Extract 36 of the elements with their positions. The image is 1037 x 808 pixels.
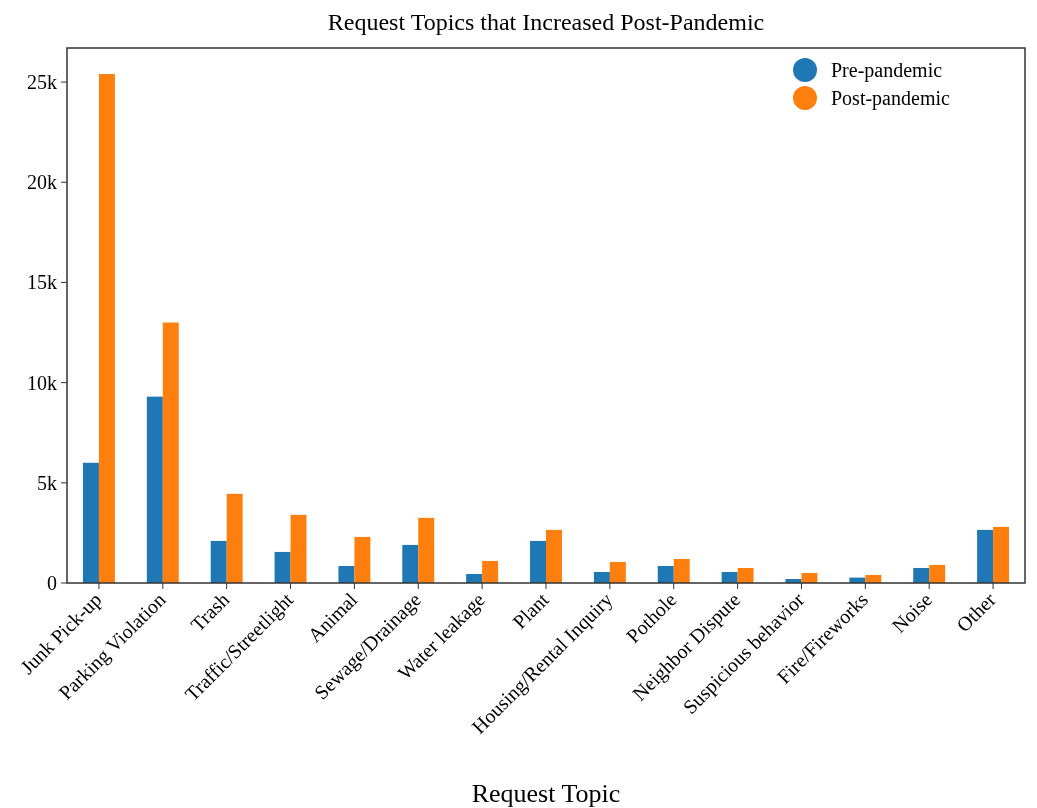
chart-title: Request Topics that Increased Post-Pandemic bbox=[327, 9, 765, 35]
legend-label: Pre-pandemic bbox=[831, 59, 943, 82]
bar bbox=[801, 572, 818, 583]
x-axis-title: Request Topic bbox=[471, 779, 621, 808]
bar bbox=[338, 565, 355, 583]
bar bbox=[977, 529, 994, 583]
bar bbox=[721, 571, 738, 583]
y-tick-label: 15k bbox=[27, 271, 57, 294]
bar bbox=[418, 517, 435, 583]
bar bbox=[210, 540, 227, 583]
bar bbox=[146, 396, 163, 583]
y-tick-label: 10k bbox=[27, 371, 57, 394]
bar bbox=[913, 567, 930, 583]
bar bbox=[929, 564, 946, 583]
bar bbox=[593, 571, 610, 583]
bar bbox=[290, 514, 307, 583]
y-tick-label: 5k bbox=[37, 471, 57, 494]
bar bbox=[274, 551, 291, 583]
legend-label: Post-pandemic bbox=[831, 87, 950, 110]
bar bbox=[737, 567, 754, 583]
bar bbox=[354, 536, 371, 583]
bar bbox=[98, 74, 115, 583]
bar bbox=[673, 558, 690, 583]
bar bbox=[226, 493, 243, 583]
bar bbox=[162, 322, 179, 583]
bar bbox=[657, 565, 674, 583]
y-tick-label: 25k bbox=[27, 71, 57, 94]
bar bbox=[82, 462, 99, 583]
bar bbox=[482, 560, 499, 583]
bar bbox=[993, 526, 1010, 583]
y-tick-label: 0 bbox=[47, 572, 57, 594]
y-tick-label: 20k bbox=[27, 171, 57, 194]
bar bbox=[546, 529, 562, 583]
bar bbox=[609, 561, 626, 583]
bar bbox=[402, 544, 419, 583]
bar bbox=[530, 540, 546, 583]
